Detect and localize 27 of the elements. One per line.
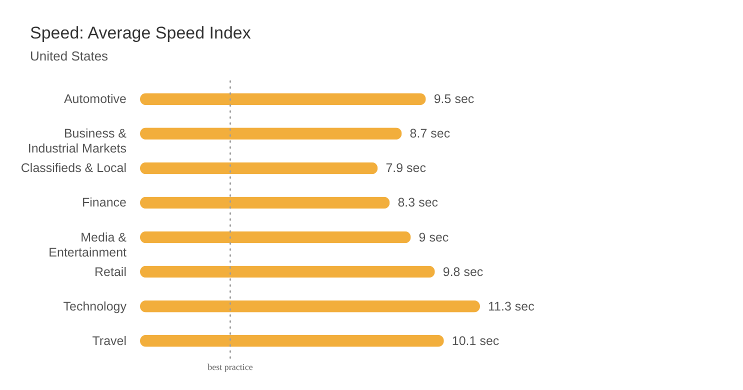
data-label: 11.3 sec [488,299,534,314]
bar [140,231,411,244]
data-label: 8.7 sec [410,126,450,141]
y-tick-label: Finance [82,196,127,210]
y-tick-label: Retail [94,264,126,279]
y-tick-label: Media & Entertainment [48,230,128,260]
data-label: 10.1 sec [452,334,500,348]
bar [140,266,435,278]
bar [140,162,378,174]
data-label: 9.5 sec [434,92,474,106]
y-tick-label: Travel [92,334,126,348]
bar [140,300,480,312]
data-label: 9.8 sec [442,264,484,279]
chart-title: Speed: Average Speed Index [30,23,252,42]
y-tick-label: Classifieds & Local [20,161,126,176]
y-tick-label: Business & Industrial Markets [28,126,128,156]
bar [140,196,390,209]
bar [140,93,426,106]
chart-subtitle: United States [30,48,109,64]
y-tick-label: Technology [63,299,128,314]
y-tick-label: Automotive [64,92,127,106]
data-label: 7.9 sec [386,161,426,176]
ref-line-label: best practice [208,362,253,372]
bar [140,128,402,140]
data-label: 8.3 sec [398,196,438,210]
data-label: 9 sec [418,230,449,244]
bar [140,334,444,347]
